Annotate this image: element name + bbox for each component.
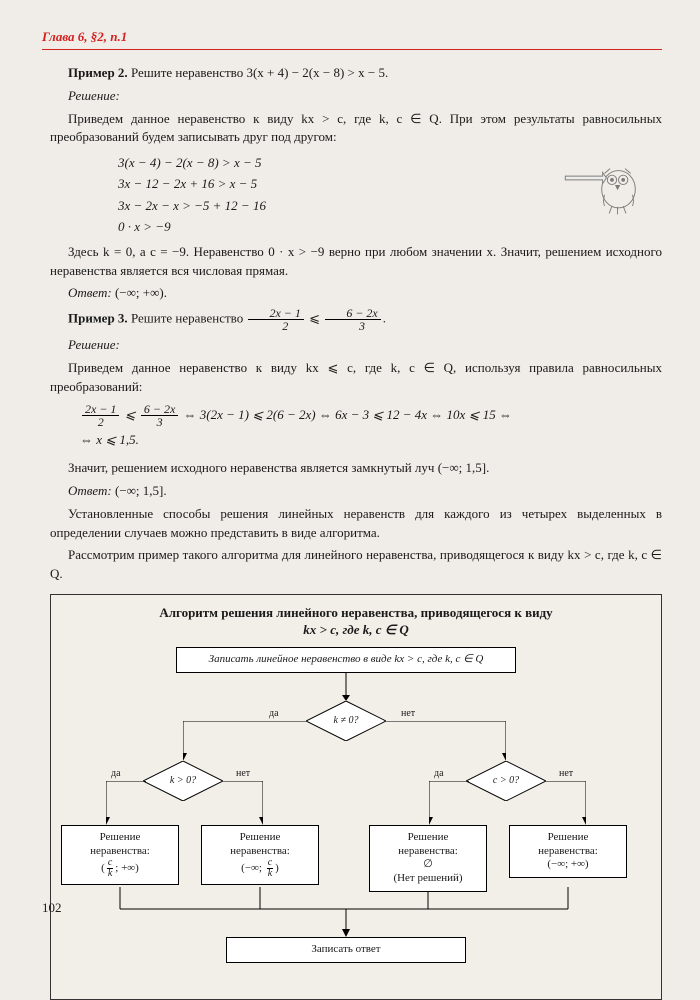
fc-result-1: Решение неравенства: (ck; +∞) xyxy=(61,825,179,886)
answer-3: Ответ: (−∞; 1,5]. xyxy=(50,482,662,501)
fc-r1-l2: неравенства: xyxy=(90,845,150,857)
page-number: 102 xyxy=(42,899,62,918)
fc-node-start-text: Записать линейное неравенство в виде kx … xyxy=(209,653,484,665)
fc-node-start: Записать линейное неравенство в виде kx … xyxy=(176,647,516,673)
frac-1-den: 2 xyxy=(248,320,303,332)
fc-r3-val-b: (Нет решений) xyxy=(393,872,462,884)
owl-illustration xyxy=(557,150,652,220)
fc-r1-val: (ck; +∞) xyxy=(101,862,139,874)
fc-arrow-1 xyxy=(342,673,350,701)
example-2-text: Решите неравенство 3(x + 4) − 2(x − 8) >… xyxy=(128,65,389,80)
paragraph-5: Установленные способы решения линейных н… xyxy=(50,505,662,543)
fc-arrow-d2-yes xyxy=(106,781,146,825)
fc-arrow-d1-no xyxy=(386,721,506,761)
algo-title-2: kx > c, где k, c ∈ Q xyxy=(303,622,408,637)
fc-r3-l2: неравенства: xyxy=(398,845,458,857)
fc-diamond-k-nonzero: k ≠ 0? xyxy=(306,701,386,741)
example-3-text-a: Решите неравенство xyxy=(128,311,247,326)
fc-diamond-k-positive: k > 0? xyxy=(143,761,223,801)
fc-diamond-c-positive: c > 0? xyxy=(466,761,546,801)
fc-d1-label: k ≠ 0? xyxy=(334,714,359,729)
fc-r4-val: (−∞; +∞) xyxy=(547,858,588,870)
frac-1: 2x − 12 xyxy=(248,307,303,332)
fc-arrow-d3-yes xyxy=(429,781,469,825)
fc-r2-l2: неравенства: xyxy=(230,845,290,857)
example-2-statement: Пример 2. Решите неравенство 3(x + 4) − … xyxy=(50,64,662,83)
solution-label-2: Решение: xyxy=(50,336,662,355)
fc-r4-l1: Решение xyxy=(548,831,589,843)
example-2-title: Пример 2. xyxy=(68,65,128,80)
answer-2: Ответ: (−∞; +∞). xyxy=(50,284,662,303)
frac-2: 6 − 2x3 xyxy=(325,307,380,332)
frac-2-den: 3 xyxy=(325,320,380,332)
chain-a: ⇔ 3(2x − 1) ⩽ 2(6 − 2x) ⇔ 6x − 3 ⩽ 12 − … xyxy=(180,407,512,422)
fc-result-4: Решение неравенства: (−∞; +∞) xyxy=(509,825,627,878)
fc-node-end-text: Записать ответ xyxy=(311,943,380,955)
fc-r2-val: (−∞; ck) xyxy=(241,862,279,874)
paragraph-2: Здесь k = 0, а c = −9. Неравенство 0 · x… xyxy=(50,243,662,281)
solution-label-1: Решение: xyxy=(50,87,662,106)
answer-3-value: (−∞; 1,5]. xyxy=(112,483,167,498)
paragraph-3: Приведем данное неравенство к виду kx ⩽ … xyxy=(50,359,662,397)
fc-r2-l1: Решение xyxy=(240,831,281,843)
frac-2-num: 6 − 2x xyxy=(325,307,380,320)
fc-arrow-d2-no xyxy=(223,781,263,825)
chain-frac-1: 2x − 12 xyxy=(82,403,119,428)
fc-r3-val-a: ∅ xyxy=(423,858,433,870)
paragraph-1: Приведем данное неравенство к виду kx > … xyxy=(50,110,662,148)
fc-d2-no: нет xyxy=(236,767,250,782)
answer-2-value: (−∞; +∞). xyxy=(112,285,167,300)
chain-frac-2: 6 − 2x3 xyxy=(141,403,178,428)
algorithm-box: Алгоритм решения линейного неравенства, … xyxy=(50,594,662,1000)
period: . xyxy=(383,311,386,326)
fc-r1-l1: Решение xyxy=(100,831,141,843)
fc-r3-l1: Решение xyxy=(408,831,449,843)
chain-frac-2-den: 3 xyxy=(141,416,178,428)
fc-result-2: Решение неравенства: (−∞; ck) xyxy=(201,825,319,886)
fc-arrow-d1-yes xyxy=(183,721,307,761)
fc-result-3: Решение неравенства: ∅ (Нет решений) xyxy=(369,825,487,892)
paragraph-4: Значит, решением исходного неравенства я… xyxy=(50,459,662,478)
chain-leq: ⩽ xyxy=(121,407,138,422)
fc-node-end: Записать ответ xyxy=(226,937,466,963)
fc-d1-no: нет xyxy=(401,707,415,722)
leq-symbol: ⩽ xyxy=(306,311,323,326)
paragraph-6: Рассмотрим пример такого алгоритма для л… xyxy=(50,546,662,584)
chapter-header: Глава 6, §2, п.1 xyxy=(42,28,662,50)
fc-r4-l2: неравенства: xyxy=(538,845,598,857)
chain-b: ⇔ x ⩽ 1,5. xyxy=(80,432,139,447)
answer-label-3: Ответ: xyxy=(68,483,112,498)
frac-1-num: 2x − 1 xyxy=(248,307,303,320)
algorithm-title: Алгоритм решения линейного неравенства, … xyxy=(61,605,651,639)
example-3-statement: Пример 3. Решите неравенство 2x − 12 ⩽ 6… xyxy=(50,307,662,332)
example-3-title: Пример 3. xyxy=(68,311,128,326)
fc-d1-yes: да xyxy=(269,707,279,722)
fc-d2-label: k > 0? xyxy=(170,774,196,789)
algo-title-1: Алгоритм решения линейного неравенства, … xyxy=(159,605,552,620)
page-content: Пример 2. Решите неравенство 3(x + 4) − … xyxy=(42,64,662,1000)
math-chain: 2x − 12 ⩽ 6 − 2x3 ⇔ 3(2x − 1) ⩽ 2(6 − 2x… xyxy=(80,403,662,453)
fc-d3-label: c > 0? xyxy=(493,774,519,789)
fc-d3-no: нет xyxy=(559,767,573,782)
fc-d3-yes: да xyxy=(434,767,444,782)
fc-arrow-d3-no xyxy=(546,781,586,825)
answer-label-2: Ответ: xyxy=(68,285,112,300)
fc-d2-yes: да xyxy=(111,767,121,782)
chain-frac-1-den: 2 xyxy=(82,416,119,428)
fc-arrow-merge xyxy=(61,887,631,937)
